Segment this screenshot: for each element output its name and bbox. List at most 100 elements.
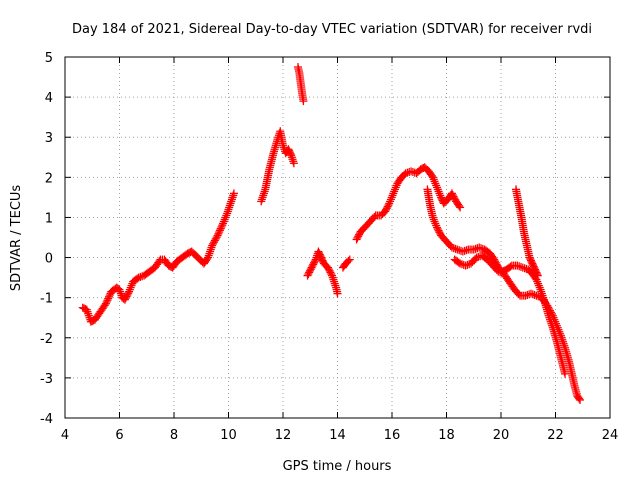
data-point-interp xyxy=(549,313,558,322)
data-point xyxy=(475,243,484,252)
data-point xyxy=(526,289,535,298)
data-point-interp xyxy=(546,306,555,315)
data-point-interp xyxy=(310,257,319,266)
data-point-interp xyxy=(558,335,567,344)
data-point-interp xyxy=(258,193,267,202)
data-point-interp xyxy=(553,323,562,332)
data-point-interp xyxy=(496,268,505,277)
y-tick-label: 3 xyxy=(45,131,53,146)
data-point-interp xyxy=(215,228,224,237)
data-point-interp xyxy=(575,394,584,403)
data-point-interp xyxy=(386,197,395,206)
data-point-interp xyxy=(560,341,569,350)
x-tick-label: 20 xyxy=(493,428,510,443)
data-point-interp xyxy=(212,233,221,242)
data-point-interp xyxy=(288,155,297,164)
data-point xyxy=(407,167,416,176)
x-tick-label: 10 xyxy=(220,428,237,443)
data-point-interp xyxy=(432,181,441,190)
data-point-interp xyxy=(105,291,114,300)
data-point-interp xyxy=(387,193,396,202)
y-tick-label: -3 xyxy=(40,372,53,387)
data-point-interp xyxy=(209,238,218,247)
data-point-interp xyxy=(523,290,532,299)
y-tick-label: 1 xyxy=(45,211,53,226)
data-point-interp xyxy=(432,221,441,230)
data-point xyxy=(385,199,394,208)
data-point-interp xyxy=(462,246,471,255)
data-point-interp xyxy=(126,283,135,292)
x-tick-label: 8 xyxy=(170,428,178,443)
data-point-interp xyxy=(220,215,229,224)
data-point xyxy=(134,273,143,282)
data-point-interp xyxy=(327,270,336,279)
data-point-interp xyxy=(533,270,542,279)
data-point-interp xyxy=(215,226,224,235)
data-point xyxy=(213,231,222,240)
data-point-interp xyxy=(203,255,212,264)
data-point-interp xyxy=(125,285,134,294)
data-point-interp xyxy=(554,325,563,334)
data-point xyxy=(227,197,236,206)
data-point xyxy=(333,289,342,298)
data-point-interp xyxy=(433,185,442,194)
data-point-interp xyxy=(217,222,226,231)
data-point xyxy=(453,245,462,254)
data-point-interp xyxy=(451,244,460,253)
data-point-interp xyxy=(225,201,234,210)
data-point-interp xyxy=(555,327,564,336)
data-point-interp xyxy=(104,292,113,301)
data-point-interp xyxy=(103,296,112,305)
x-tick-label: 22 xyxy=(547,428,564,443)
data-point xyxy=(532,275,541,284)
data-point-interp xyxy=(384,201,393,210)
data-point xyxy=(289,159,298,168)
data-point-interp xyxy=(219,217,228,226)
data-point xyxy=(521,291,530,300)
data-point-interp xyxy=(460,246,469,255)
data-point xyxy=(257,197,266,206)
data-point-interp xyxy=(535,283,544,292)
data-point xyxy=(328,271,337,280)
data-point-interp xyxy=(429,175,438,184)
data-point-interp xyxy=(223,207,232,216)
data-point-interp xyxy=(329,275,338,284)
data-point xyxy=(287,151,296,160)
data-point-interp xyxy=(516,262,525,271)
data-point-interp xyxy=(210,236,219,245)
data-point xyxy=(229,189,238,198)
data-point-interp xyxy=(431,179,440,188)
data-point xyxy=(461,261,470,270)
data-point-interp xyxy=(430,217,439,226)
data-point-interp xyxy=(211,234,220,243)
data-point-interp xyxy=(390,187,399,196)
data-point-interp xyxy=(205,249,214,258)
data-point-interp xyxy=(390,185,399,194)
data-point xyxy=(447,243,456,252)
data-point-interp xyxy=(207,243,216,252)
data-point-interp xyxy=(552,319,561,328)
data-point-interp xyxy=(545,305,554,314)
data-point-interp xyxy=(534,292,543,301)
data-point-interp xyxy=(102,297,111,306)
data-point-interp xyxy=(391,183,400,192)
data-point-interp xyxy=(279,143,288,152)
data-point xyxy=(456,259,465,268)
data-point xyxy=(518,263,527,272)
data-point-interp xyxy=(463,260,472,269)
data-point-interp xyxy=(551,317,560,326)
data-point-interp xyxy=(221,213,230,222)
data-point-interp xyxy=(127,281,136,290)
y-tick-label: 2 xyxy=(45,171,53,186)
y-tick-label: -1 xyxy=(40,292,53,307)
data-point-interp xyxy=(204,251,213,260)
data-point-interp xyxy=(84,311,93,320)
x-tick-label: 6 xyxy=(115,428,123,443)
data-point-interp xyxy=(228,193,237,202)
data-point xyxy=(561,369,570,378)
data-point-interp xyxy=(218,221,227,230)
data-point xyxy=(556,331,565,340)
data-point-interp xyxy=(287,153,296,162)
